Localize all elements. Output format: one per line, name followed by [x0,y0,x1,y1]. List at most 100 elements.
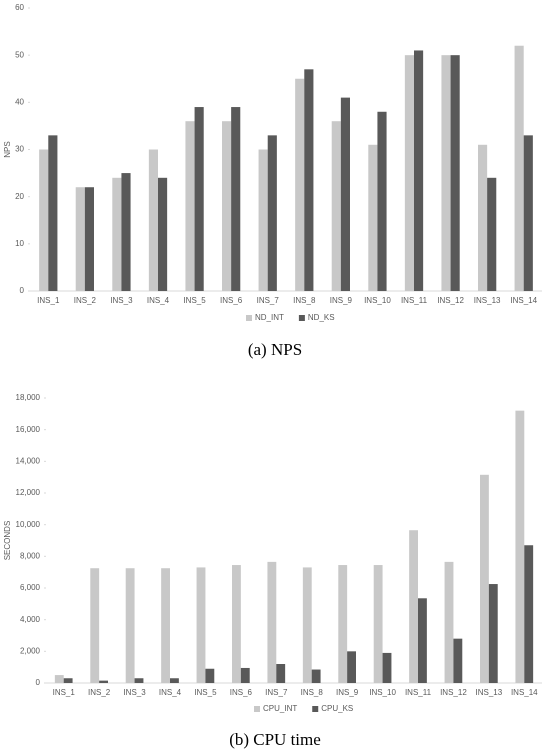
bar [121,173,131,291]
bar [311,669,321,683]
bar [112,177,122,291]
bar [125,568,135,683]
x-tick-label: INS_14 [511,688,538,697]
y-tick-label: 40 [15,97,24,106]
bar [267,135,277,291]
y-tick-label: 10,000 [16,520,41,529]
bar [373,565,383,683]
x-tick-label: INS_14 [510,296,537,305]
bar [161,568,170,683]
x-tick-label: INS_6 [230,688,253,697]
bar [99,680,108,683]
bar [63,678,73,683]
bar [231,107,241,291]
y-axis-label: SECONDS [3,521,12,561]
bar [480,474,489,683]
x-tick-label: INS_9 [336,688,359,697]
bar [414,50,424,292]
bar [340,97,350,291]
bar [382,652,392,683]
bar [338,565,348,683]
bar [453,638,463,683]
caption: (a) NPS [248,340,302,359]
bar [240,667,250,683]
y-tick-label: 30 [15,145,24,154]
bar [450,55,460,291]
legend-swatch [298,315,305,321]
y-tick-label: 12,000 [16,488,41,497]
y-tick-label: 0 [36,678,41,687]
bar [377,111,387,292]
bar [39,149,49,291]
x-tick-label: INS_4 [159,688,182,697]
bar [304,69,314,291]
y-tick-label: 6,000 [20,583,41,592]
bar [302,567,312,683]
bar [75,187,85,291]
x-tick-label: INS_7 [257,296,280,305]
legend-swatch [246,315,252,321]
bar [158,177,168,291]
x-tick-label: INS_5 [183,296,206,305]
legend-label: CPU_KS [321,704,353,713]
bar [148,149,158,291]
x-tick-label: INS_7 [265,688,288,697]
bar [444,561,454,683]
legend-label: ND_KS [308,313,335,322]
legend-label: ND_INT [255,313,284,322]
bar [409,530,418,683]
bar [194,107,204,291]
x-tick-label: INS_11 [405,688,432,697]
bar [347,651,356,683]
bar [523,135,533,291]
x-tick-label: INS_8 [293,296,316,305]
y-tick-label: 18,000 [16,393,41,402]
bar [331,121,341,291]
y-tick-label: 50 [15,50,24,59]
bar [368,144,378,291]
legend-swatch [254,706,260,712]
x-tick-label: INS_5 [194,688,217,697]
bar [441,55,451,291]
x-tick-label: INS_4 [147,296,170,305]
bar [48,135,58,291]
bar [258,149,268,291]
y-tick-label: 0 [20,286,25,295]
y-tick-label: 8,000 [20,551,41,560]
x-tick-label: INS_2 [74,296,97,305]
bar [84,187,94,291]
bar [524,545,534,683]
x-tick-label: INS_1 [37,296,60,305]
bar [134,678,144,683]
bar [222,121,232,291]
x-tick-label: INS_6 [220,296,243,305]
x-tick-label: INS_8 [301,688,324,697]
y-axis-label: NPS [3,141,12,157]
bar [514,45,524,291]
bar [478,144,488,291]
bar [185,121,195,291]
x-tick-label: INS_3 [123,688,146,697]
y-tick-label: 4,000 [20,615,41,624]
x-tick-label: INS_13 [476,688,503,697]
bar [295,78,305,291]
x-tick-label: INS_11 [401,296,428,305]
y-tick-label: 10 [15,239,24,248]
bar [196,567,206,683]
legend-swatch [312,706,319,712]
x-tick-label: INS_13 [474,296,501,305]
bar [488,584,498,683]
x-tick-label: INS_10 [364,296,391,305]
x-tick-label: INS_2 [88,688,111,697]
caption: (b) CPU time [229,730,321,749]
bar [487,177,497,291]
bar [515,410,525,683]
x-tick-label: INS_1 [53,688,76,697]
x-tick-label: INS_9 [330,296,353,305]
bar [267,561,277,683]
bar [205,668,215,683]
y-tick-label: 20 [15,192,24,201]
legend-label: CPU_INT [263,704,297,713]
y-tick-label: 60 [15,3,24,12]
